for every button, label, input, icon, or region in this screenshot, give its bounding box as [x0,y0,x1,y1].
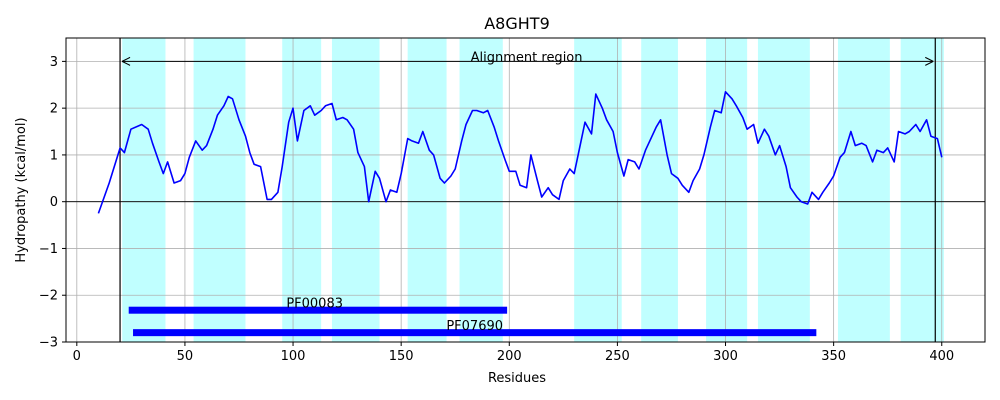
x-tick-label-0: 0 [73,349,81,364]
x-axis-label: Residues [488,371,546,386]
x-tick-label-1: 50 [177,349,194,364]
highlight-band-0 [122,38,166,342]
y-tick-label-1: −2 [39,289,58,304]
y-tick-label-2: −1 [39,242,58,257]
x-tick-label-5: 250 [605,349,630,364]
annotation-arrowhead-left-0 [121,56,131,66]
x-tick-label-6: 300 [713,349,738,364]
highlight-band-7 [641,38,678,342]
highlight-band-8 [706,38,748,342]
domain-label-PF07690: PF07690 [446,319,503,334]
highlight-band-9 [757,38,810,342]
y-tick-label-0: −3 [39,336,58,351]
x-tick-label-4: 200 [497,349,522,364]
chart-title: A8GHT9 [484,14,550,33]
domain-label-PF00083: PF00083 [286,297,343,312]
highlight-band-11 [900,38,944,342]
axes-frame [65,37,986,343]
highlight-band-4 [407,38,447,342]
y-tick-label-6: 3 [50,55,58,70]
y-tick-label-4: 1 [50,148,58,163]
x-tick-label-7: 350 [821,349,846,364]
highlight-band-5 [459,38,503,342]
hydropathy-line-0 [97,91,943,214]
annotation-arrowhead-right-0 [925,56,934,66]
x-tick-label-3: 150 [389,349,414,364]
highlight-band-2 [282,38,322,342]
domain-bar-PF07690 [133,329,817,337]
y-axis-label: Hydropathy (kcal/mol) [14,117,29,262]
x-tick-label-2: 100 [281,349,306,364]
y-tick-label-3: 0 [50,195,58,210]
x-tick-label-8: 400 [929,349,954,364]
annotation-label-0: Alignment region [471,51,583,66]
highlight-band-6 [574,38,622,342]
plot-area: Alignment region PF00083 PF07690 0 50 100 150 2… [39,37,986,364]
domain-bar-PF00083 [128,306,508,314]
highlight-band-1 [193,38,246,342]
highlight-band-10 [837,38,890,342]
y-tick-label-5: 2 [50,102,58,117]
